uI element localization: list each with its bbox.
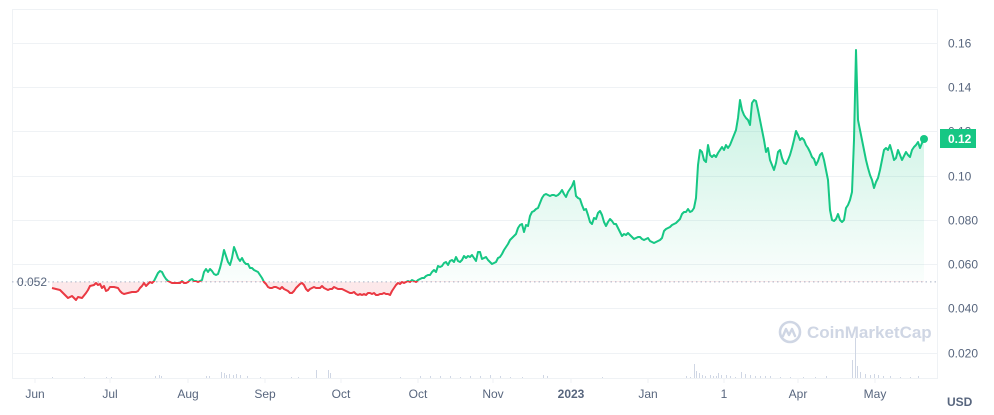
y-tick-label: 0.040 bbox=[948, 302, 978, 316]
y-tick-label: 0.020 bbox=[948, 347, 978, 361]
x-tick-label: Jul bbox=[102, 387, 117, 401]
y-axis: 0.020 0.040 0.060 0.080 0.10 0.12 0.14 0.16 bbox=[948, 37, 978, 361]
x-tick-label: Sep bbox=[254, 387, 276, 401]
x-tick-label: Apr bbox=[789, 387, 808, 401]
x-tick-label: Nov bbox=[482, 387, 503, 401]
x-tick-label: Oct bbox=[332, 387, 351, 401]
baseline-label: 0.052 bbox=[17, 275, 47, 289]
x-tick-label: Jan bbox=[638, 387, 657, 401]
current-price-tag: 0.12 bbox=[940, 129, 976, 148]
watermark-text: CoinMarketCap bbox=[807, 323, 932, 342]
y-tick-label: 0.14 bbox=[948, 81, 972, 95]
x-tick-label: Oct bbox=[409, 387, 428, 401]
price-tag-label: 0.12 bbox=[948, 132, 972, 146]
y-tick-label: 0.16 bbox=[948, 37, 972, 51]
x-tick-label: Jun bbox=[25, 387, 44, 401]
y-tick-label: 0.080 bbox=[948, 214, 978, 228]
current-price-dot bbox=[920, 135, 928, 143]
x-tick-label: 1 bbox=[721, 387, 728, 401]
price-area bbox=[52, 50, 924, 300]
x-tick-label: May bbox=[864, 387, 887, 401]
volume-bars bbox=[52, 338, 919, 378]
y-tick-label: 0.060 bbox=[948, 258, 978, 272]
currency-unit-label: USD bbox=[947, 395, 973, 409]
watermark: CoinMarketCap bbox=[778, 320, 932, 344]
x-tick-label: Aug bbox=[177, 387, 198, 401]
coinmarketcap-logo-icon bbox=[778, 320, 802, 344]
price-tag-bg bbox=[940, 129, 976, 148]
x-tick-label: 2023 bbox=[558, 387, 585, 401]
plot-frame bbox=[12, 9, 938, 379]
price-line[interactable] bbox=[51, 49, 925, 301]
y-tick-label: 0.10 bbox=[948, 170, 972, 184]
x-axis: Jun Jul Aug Sep Oct Oct Nov 2023 Jan 1 Apr May bbox=[25, 387, 886, 401]
